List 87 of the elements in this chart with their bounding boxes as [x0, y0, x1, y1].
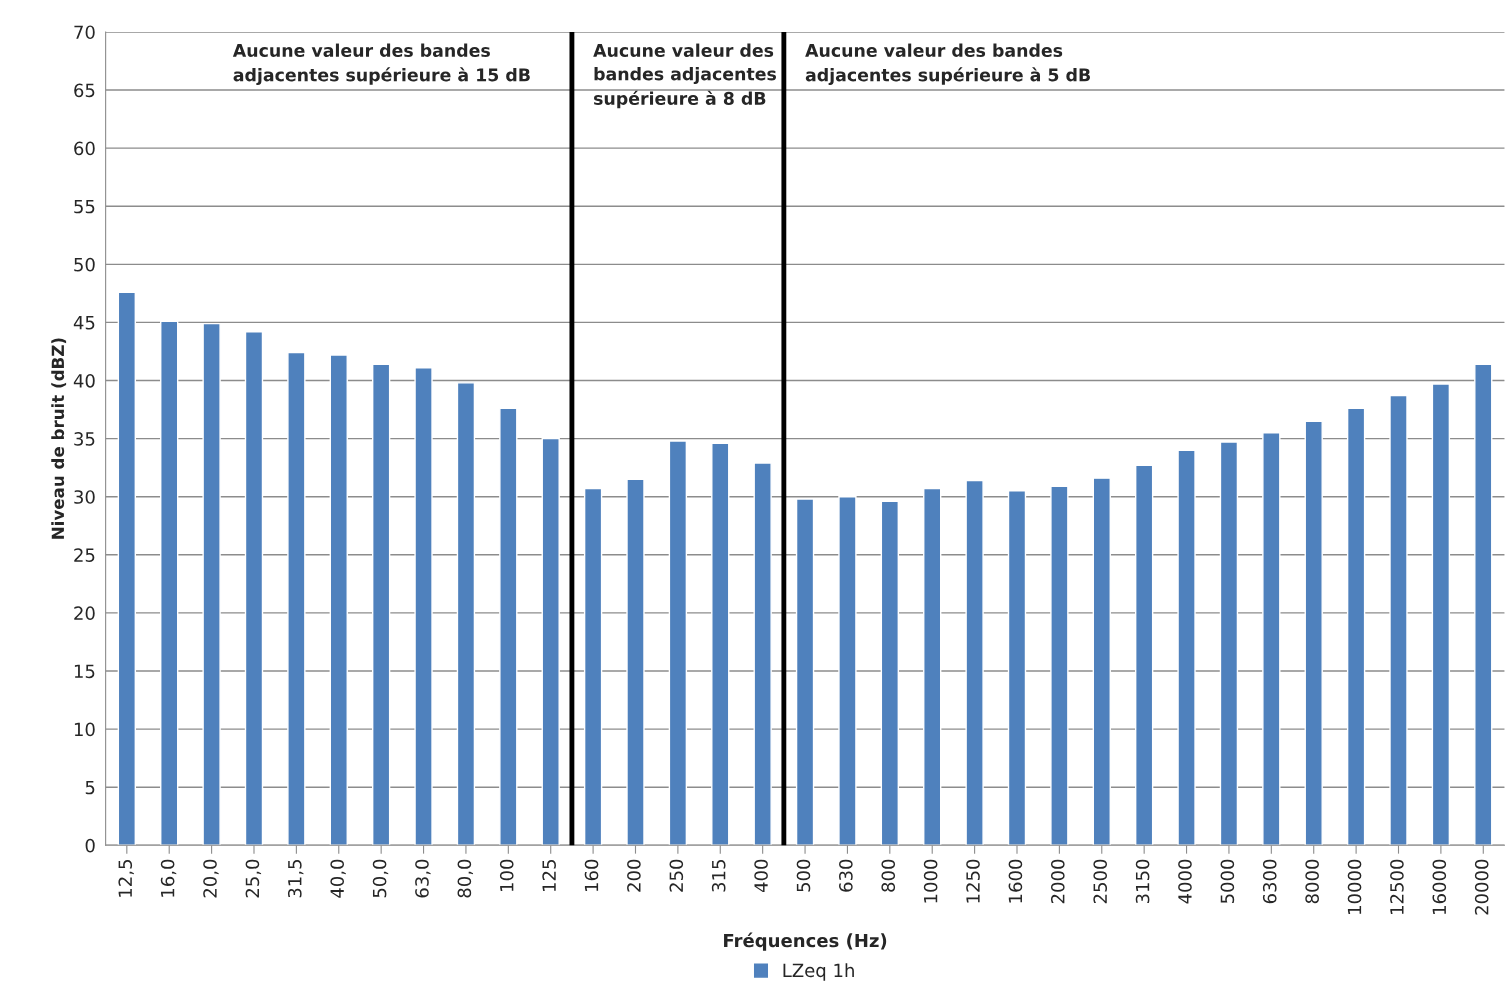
bar — [711, 442, 730, 846]
bar — [202, 322, 221, 846]
y-tick-label: 70 — [74, 25, 95, 40]
bar — [1474, 363, 1493, 846]
y-tick-label: 60 — [74, 141, 95, 156]
x-tick-label: 100 — [499, 859, 514, 891]
y-tick-label: 30 — [74, 490, 95, 504]
bar — [541, 437, 560, 846]
x-tick-label: 800 — [881, 859, 896, 892]
x-tick-label: 31,5 — [287, 860, 304, 898]
x-tick-label: 63,0 — [415, 859, 431, 898]
x-tick-label: 20,0 — [203, 859, 219, 898]
y-axis-title: Niveau de bruit (dBZ) — [51, 338, 67, 539]
bar — [1304, 420, 1323, 846]
x-tick-label: 80,0 — [457, 859, 474, 898]
bar — [456, 382, 476, 846]
x-tick-label: 10000 — [1347, 859, 1362, 914]
x-tick-label: 16,0 — [160, 859, 177, 897]
bar — [499, 407, 518, 846]
legend-label: LZeq 1h — [783, 963, 854, 981]
x-tick-label: 125 — [542, 860, 556, 891]
bar — [1389, 394, 1408, 846]
annotation: Aucune valeur des bandes adjacentes supérieure à 5 dB — [805, 43, 1090, 85]
bar — [965, 479, 984, 846]
x-tick-label: 1250 — [966, 859, 980, 903]
y-tick-label: 55 — [74, 199, 95, 214]
x-tick-label: 200 — [627, 859, 641, 892]
x-tick-label: 25,0 — [245, 859, 262, 898]
bar — [117, 291, 136, 846]
annotation: Aucune valeur des bandes adjacentes supérieure à 8 dB — [593, 43, 777, 109]
y-tick-label: 50 — [74, 257, 95, 272]
y-tick-label: 65 — [74, 83, 95, 98]
x-tick-label: 12500 — [1390, 859, 1404, 914]
x-tick-label: 315 — [711, 860, 726, 892]
x-tick-label: 8000 — [1305, 859, 1319, 904]
x-tick-label: 400 — [754, 859, 768, 893]
y-tick-label: 25 — [74, 548, 95, 562]
bar — [160, 320, 179, 846]
bar — [1262, 432, 1281, 846]
x-tick-label: 16000 — [1432, 859, 1447, 914]
bar — [923, 487, 942, 846]
y-tick-label: 10 — [74, 722, 95, 737]
y-tick-label: 5 — [85, 780, 95, 795]
bar — [244, 331, 264, 846]
bar — [753, 462, 772, 846]
bar — [371, 363, 391, 846]
x-axis-title: Fréquences (Hz) — [724, 932, 887, 951]
x-tick-label: 1600 — [1008, 859, 1023, 903]
bar — [838, 496, 857, 846]
bar — [287, 351, 306, 846]
y-tick-label: 15 — [74, 664, 95, 679]
x-tick-label: 6300 — [1262, 859, 1277, 904]
y-tick-label: 20 — [74, 606, 95, 621]
bar — [1050, 485, 1069, 846]
bar — [626, 478, 645, 846]
bar — [1092, 477, 1111, 846]
x-tick-label: 5000 — [1220, 859, 1235, 904]
x-tick-label: 2500 — [1093, 859, 1108, 904]
bar — [1007, 490, 1027, 846]
bar — [583, 487, 603, 846]
x-tick-label: 1000 — [923, 859, 938, 903]
bar — [1134, 464, 1154, 846]
x-tick-label: 630 — [839, 859, 853, 892]
x-tick-label: 50,0 — [372, 859, 389, 898]
bar — [414, 367, 433, 846]
x-tick-label: 3150 — [1135, 859, 1150, 904]
x-tick-label: 2000 — [1050, 859, 1065, 904]
bar — [880, 500, 900, 846]
bar — [1431, 383, 1451, 846]
x-tick-label: 4000 — [1178, 859, 1192, 904]
annotation: Aucune valeur des bandes adjacentes supérieure à 15 dB — [232, 43, 530, 85]
y-tick-label: 35 — [74, 432, 95, 446]
y-tick-label: 0 — [85, 838, 95, 853]
bar — [1177, 449, 1196, 846]
x-tick-label: 20000 — [1474, 859, 1489, 915]
x-tick-label: 500 — [796, 859, 811, 892]
bar — [329, 354, 348, 846]
bar — [1219, 441, 1239, 846]
y-tick-label: 45 — [73, 316, 95, 330]
x-tick-label: 160 — [584, 859, 599, 891]
y-tick-label: 40 — [73, 373, 95, 388]
x-tick-label: 40,0 — [330, 859, 346, 898]
bar — [668, 440, 688, 846]
bar — [795, 498, 815, 846]
bar — [1346, 407, 1366, 846]
x-tick-label: 250 — [669, 859, 684, 892]
x-tick-label: 12,5 — [118, 860, 134, 897]
